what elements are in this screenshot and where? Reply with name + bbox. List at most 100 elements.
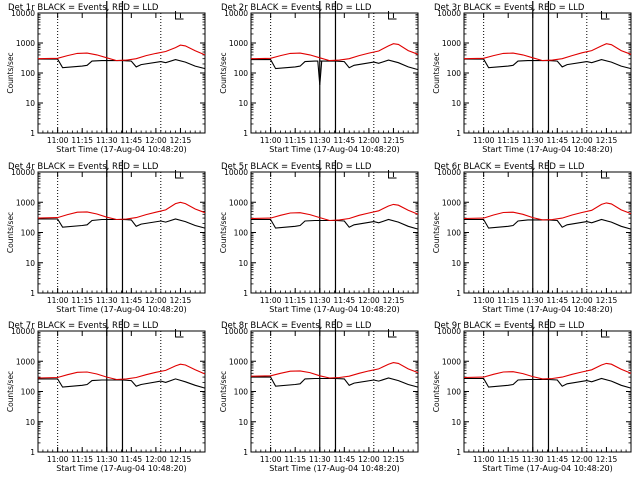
y-tick-label: 1 <box>456 289 461 298</box>
y-tick-label: 10 <box>451 259 461 268</box>
x-tick-label: 11:45 <box>334 136 356 145</box>
x-tick-label: 12:00 <box>145 455 167 464</box>
y-axis-label: Counts/sec <box>432 212 441 253</box>
lld-series-line <box>463 362 632 380</box>
x-tick-label: 11:00 <box>260 136 282 145</box>
axis-frame <box>250 12 419 134</box>
panel-title: Det 1r BLACK = Events, RED = LLD <box>8 3 159 13</box>
y-tick-label: 1 <box>30 289 35 298</box>
panel-title: Det 9r BLACK = Events, RED = LLD <box>434 321 585 331</box>
x-tick-label: 11:15 <box>71 136 93 145</box>
y-axis-label: Counts/sec <box>6 212 15 253</box>
interval-bracket <box>388 11 397 20</box>
events-series-line <box>38 58 206 70</box>
x-tick-label: 11:30 <box>522 296 544 305</box>
y-tick-label: 10000 <box>224 168 248 177</box>
y-tick-label: 10 <box>25 418 35 427</box>
x-tick-label: 11:15 <box>284 455 306 464</box>
x-tick-label: 11:15 <box>71 455 93 464</box>
y-tick-label: 1000 <box>442 357 461 366</box>
x-tick-label: 11:45 <box>121 296 143 305</box>
y-tick-label: 1000 <box>229 39 248 48</box>
events-series-line <box>251 59 419 85</box>
events-series-line <box>251 218 419 230</box>
y-tick-label: 1000 <box>229 357 248 366</box>
y-tick-label: 10 <box>451 418 461 427</box>
x-tick-label: 11:45 <box>334 296 356 305</box>
lld-series-line <box>250 203 419 222</box>
y-tick-label: 10 <box>451 99 461 108</box>
x-tick-label: 12:00 <box>358 455 380 464</box>
x-tick-label: 11:15 <box>497 296 519 305</box>
lld-series-line <box>250 362 419 379</box>
interval-bracket <box>175 11 184 20</box>
x-tick-label: 11:15 <box>71 296 93 305</box>
panel-4r: Det 4r BLACK = Events, RED = LLD 1 10 100 10… <box>6 160 206 314</box>
panel-title: Det 3r BLACK = Events, RED = LLD <box>434 3 585 13</box>
panel-1r: Det 1r BLACK = Events, RED = LLD 1 10 100 10… <box>6 1 206 154</box>
panel-2r: Det 2r BLACK = Events, RED = LLD 1 10 100 10… <box>219 1 419 154</box>
x-axis-label: Start Time (17-Aug-04 10:48:20) <box>269 305 400 314</box>
x-tick-label: 12:00 <box>145 136 167 145</box>
x-tick-label: 11:30 <box>522 136 544 145</box>
y-tick-label: 1000 <box>16 39 35 48</box>
y-tick-label: 100 <box>447 229 462 238</box>
panel-title: Det 6r BLACK = Events, RED = LLD <box>434 162 585 172</box>
x-axis-label: Start Time (17-Aug-04 10:48:20) <box>269 145 400 154</box>
y-tick-label: 10000 <box>11 168 35 177</box>
axis-frame <box>463 12 632 134</box>
interval-bracket <box>388 329 397 338</box>
x-axis-label: Start Time (17-Aug-04 10:48:20) <box>56 305 187 314</box>
y-tick-label: 10000 <box>224 327 248 336</box>
y-tick-label: 100 <box>447 69 462 78</box>
panel-5r: Det 5r BLACK = Events, RED = LLD 1 10 100 10… <box>219 160 419 314</box>
y-tick-label: 10 <box>25 259 35 268</box>
y-axis-label: Counts/sec <box>432 371 441 412</box>
panel-8r: Det 8r BLACK = Events, RED = LLD 1 10 100 10… <box>219 319 419 473</box>
lld-series-line <box>250 43 419 62</box>
x-tick-label: 11:45 <box>121 455 143 464</box>
y-tick-label: 10000 <box>437 327 461 336</box>
x-tick-label: 11:00 <box>260 296 282 305</box>
x-axis-label: Start Time (17-Aug-04 10:48:20) <box>482 464 613 473</box>
y-tick-label: 10000 <box>11 9 35 18</box>
y-axis-label: Counts/sec <box>219 52 228 93</box>
y-axis-label: Counts/sec <box>219 212 228 253</box>
x-tick-label: 11:30 <box>96 136 118 145</box>
y-tick-label: 1 <box>30 129 35 138</box>
x-tick-label: 11:00 <box>47 455 69 464</box>
y-tick-label: 10 <box>25 99 35 108</box>
y-tick-label: 10000 <box>11 327 35 336</box>
x-tick-label: 11:30 <box>309 296 331 305</box>
x-tick-label: 12:00 <box>358 296 380 305</box>
y-tick-label: 100 <box>21 388 36 397</box>
lld-series-line <box>37 363 206 381</box>
y-axis-label: Counts/sec <box>432 52 441 93</box>
x-tick-label: 12:15 <box>170 455 192 464</box>
x-tick-label: 12:00 <box>571 296 593 305</box>
x-tick-label: 11:30 <box>96 455 118 464</box>
panel-6r: Det 6r BLACK = Events, RED = LLD 1 10 100 10… <box>432 160 632 314</box>
x-tick-label: 12:00 <box>145 296 167 305</box>
x-tick-label: 12:15 <box>383 296 405 305</box>
x-tick-label: 11:15 <box>284 296 306 305</box>
y-tick-label: 1000 <box>442 198 461 207</box>
x-tick-label: 11:45 <box>547 455 569 464</box>
x-tick-label: 11:00 <box>473 296 495 305</box>
panel-title: Det 5r BLACK = Events, RED = LLD <box>221 162 372 172</box>
y-tick-label: 100 <box>234 229 249 238</box>
events-series-line <box>38 218 206 229</box>
y-tick-label: 100 <box>234 388 249 397</box>
y-tick-label: 1 <box>456 448 461 457</box>
y-tick-label: 1 <box>456 129 461 138</box>
y-tick-label: 1000 <box>16 357 35 366</box>
x-axis-label: Start Time (17-Aug-04 10:48:20) <box>482 305 613 314</box>
y-tick-label: 1000 <box>442 39 461 48</box>
x-tick-label: 11:30 <box>522 455 544 464</box>
y-tick-label: 1 <box>243 448 248 457</box>
lld-series-line <box>37 201 206 221</box>
x-tick-label: 12:15 <box>596 136 618 145</box>
panel-9r: Det 9r BLACK = Events, RED = LLD 1 10 100 10… <box>432 319 632 473</box>
x-tick-label: 11:00 <box>473 136 495 145</box>
lld-series-line <box>463 43 632 62</box>
